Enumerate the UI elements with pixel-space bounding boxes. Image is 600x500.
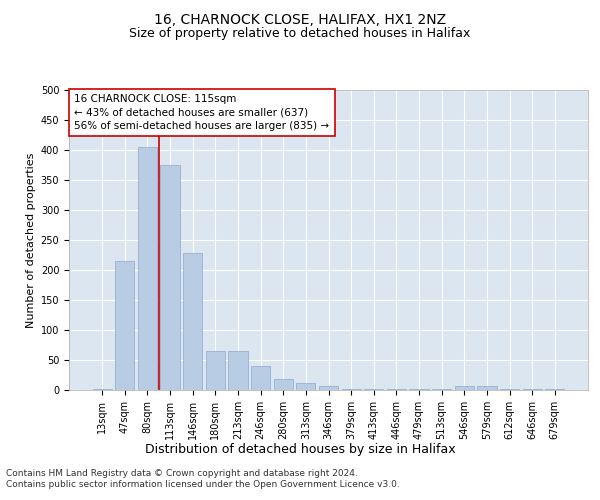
Bar [364, 389, 383, 390]
Text: Distribution of detached houses by size in Halifax: Distribution of detached houses by size … [145, 442, 455, 456]
Bar [251, 366, 270, 390]
Bar [341, 389, 361, 390]
Bar [477, 386, 497, 390]
Text: 16 CHARNOCK CLOSE: 115sqm
← 43% of detached houses are smaller (637)
56% of semi: 16 CHARNOCK CLOSE: 115sqm ← 43% of detac… [74, 94, 329, 131]
Bar [387, 389, 406, 390]
Text: Size of property relative to detached houses in Halifax: Size of property relative to detached ho… [130, 28, 470, 40]
Bar [138, 147, 157, 390]
Bar [455, 386, 474, 390]
Bar [545, 389, 565, 390]
Bar [409, 389, 428, 390]
Bar [115, 261, 134, 390]
Bar [92, 389, 112, 390]
Text: Contains HM Land Registry data © Crown copyright and database right 2024.: Contains HM Land Registry data © Crown c… [6, 468, 358, 477]
Bar [319, 386, 338, 390]
Bar [274, 379, 293, 390]
Bar [500, 389, 519, 390]
Text: Contains public sector information licensed under the Open Government Licence v3: Contains public sector information licen… [6, 480, 400, 489]
Bar [229, 351, 248, 390]
Text: 16, CHARNOCK CLOSE, HALIFAX, HX1 2NZ: 16, CHARNOCK CLOSE, HALIFAX, HX1 2NZ [154, 12, 446, 26]
Bar [432, 389, 451, 390]
Bar [160, 165, 180, 390]
Y-axis label: Number of detached properties: Number of detached properties [26, 152, 37, 328]
Bar [206, 351, 225, 390]
Bar [183, 253, 202, 390]
Bar [296, 383, 316, 390]
Bar [523, 389, 542, 390]
